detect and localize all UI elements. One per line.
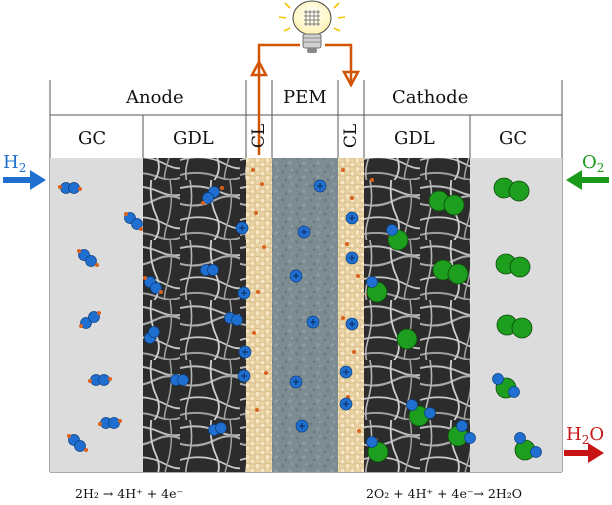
gc-left-label: GC [78,128,107,149]
o2-molecules [366,177,536,463]
cl-left-label: CL [249,123,269,149]
cathode-equation: 2O₂ + 4H⁺ + 4e⁻→ 2H₂O [366,486,523,501]
cathode-label: Cathode [392,87,469,108]
h2o-label: H2O [566,424,604,447]
light-bulb-icon [278,0,346,53]
gc-right-label: GC [499,128,528,149]
h2o-outlet-arrow-icon [564,443,604,463]
catalyst-layer-left [246,158,272,472]
cl-right-label: CL [341,123,361,149]
anode-label: Anode [126,87,184,108]
h2-molecules [60,182,243,452]
gdl-left-label: GDL [173,128,214,149]
proton-plus-icon-group [235,179,359,433]
proton-exchange-membrane [272,158,338,472]
h2o-label-sub: 2 [581,433,590,447]
water-hydrogen-atoms [366,224,542,458]
h2-inlet-arrow-icon [3,170,46,190]
pem-label: PEM [283,87,327,108]
wire-arrow-up-icon [249,59,269,77]
o2-label: O2 [582,152,604,175]
o2-label-base: O [582,152,597,173]
h2-label-base: H [3,152,19,173]
h2-label-sub: 2 [18,161,27,175]
anode-equation: 2H₂ → 4H⁺ + 4e⁻ [75,486,184,501]
h2-label: H2 [3,152,26,175]
catalyst-layer-right [338,158,364,472]
gdl-right-label: GDL [394,128,435,149]
wire-arrow-down-icon [341,70,361,88]
o2-inlet-arrow-icon [566,170,609,190]
h2o-label-tail: O [589,424,605,445]
gas-channel-right [470,158,562,472]
h2o-label-base: H [566,424,582,445]
o2-label-sub: 2 [596,161,605,175]
